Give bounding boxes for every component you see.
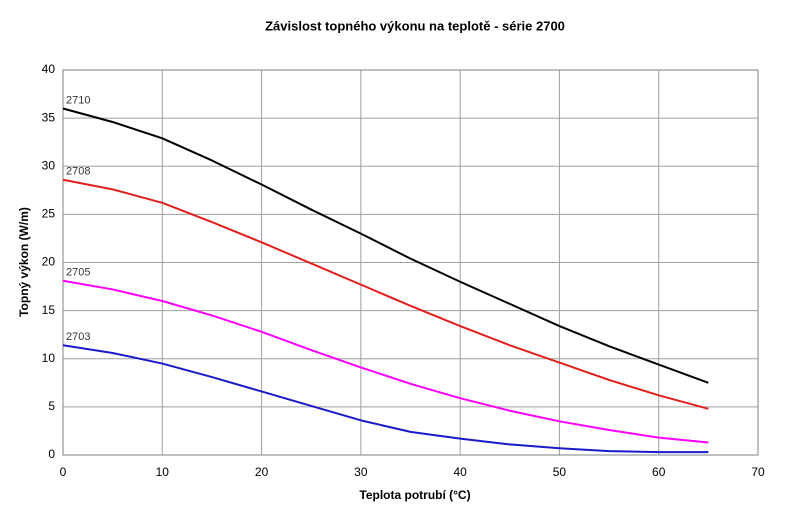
series-line [62, 178, 709, 410]
y-tick-label: 40 [42, 62, 56, 76]
y-tick-label: 30 [42, 158, 56, 172]
series-label: 2708 [66, 166, 90, 178]
series-label: 2710 [66, 94, 90, 106]
y-tick-label: 5 [48, 399, 55, 413]
chart-title: Závislost topného výkonu na teplotě - sé… [265, 18, 565, 33]
series-line [62, 107, 709, 384]
x-tick-label: 20 [255, 465, 269, 479]
y-tick-label: 35 [42, 110, 56, 124]
y-axis-label: Topný výkon (W/m) [17, 207, 31, 317]
x-tick-label: 40 [453, 465, 467, 479]
x-tick-label: 10 [156, 465, 170, 479]
x-tick-label: 0 [60, 465, 67, 479]
x-tick-label: 30 [354, 465, 368, 479]
y-tick-label: 20 [42, 255, 56, 269]
series-label: 2705 [66, 267, 90, 279]
x-axis-label: Teplota potrubí (°C) [359, 488, 470, 502]
plot-frame [62, 69, 759, 456]
series-line [62, 279, 709, 444]
y-tick-label: 25 [42, 207, 56, 221]
x-tick-label: 50 [553, 465, 567, 479]
y-tick-label: 15 [42, 303, 56, 317]
series-line [62, 344, 709, 454]
x-tick-label: 60 [652, 465, 666, 479]
x-tick-label: 70 [751, 465, 765, 479]
y-tick-label: 10 [42, 351, 56, 365]
y-tick-label: 0 [48, 447, 55, 461]
series-label: 2703 [66, 331, 90, 343]
